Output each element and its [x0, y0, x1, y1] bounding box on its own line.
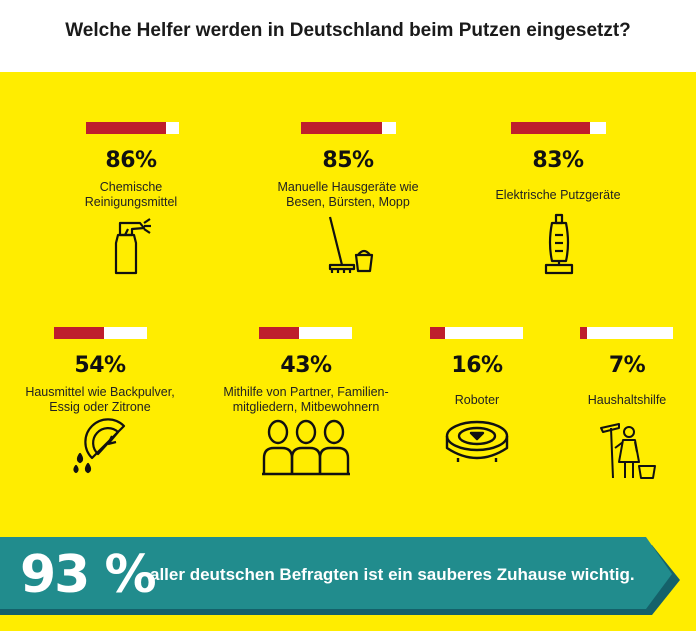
bar-fill	[511, 122, 590, 134]
percentage-label: 86%	[105, 148, 157, 173]
category-label-line: Mithilfe von Partner, Familien-	[223, 385, 389, 399]
percentage-label: 43%	[280, 353, 332, 378]
percentage-label: 85%	[322, 148, 374, 173]
category-label-line: Essig oder Zitrone	[49, 400, 151, 414]
bar-fill	[259, 327, 299, 339]
bar-fill	[54, 327, 105, 339]
category-label-line: Hausmittel wie Backpulver,	[25, 385, 175, 399]
category-label-line: Roboter	[454, 393, 500, 407]
category-label-line: Manuelle Hausgeräte wie	[277, 180, 419, 194]
bar-track	[580, 327, 673, 339]
bar-track	[259, 327, 352, 339]
spray-bottle-icon	[106, 213, 156, 280]
summary-text: aller deutschen Befragten ist ein sauber…	[150, 565, 635, 584]
mop-bucket-icon	[320, 213, 376, 280]
category-label: Haushaltshilfe	[517, 393, 696, 408]
vacuum-cleaner-icon	[538, 213, 578, 282]
percentage-label: 16%	[451, 353, 503, 378]
housekeeper-icon	[595, 418, 659, 487]
people-group-icon	[260, 418, 352, 483]
band-shape	[0, 537, 672, 609]
bar-fill	[430, 327, 445, 339]
bar-fill	[580, 327, 587, 339]
category-label: Mithilfe von Partner, Familien-mitgliede…	[196, 385, 416, 415]
bar-track	[54, 327, 147, 339]
lemon-drops-icon	[70, 418, 130, 481]
category-label: Manuelle Hausgeräte wie Besen, Bürsten, M…	[238, 180, 458, 210]
bar-track	[430, 327, 523, 339]
category-label-line: Reinigungsmittel	[84, 195, 178, 209]
bar-track	[86, 122, 179, 134]
summary-band	[0, 537, 680, 615]
bar-track	[301, 122, 396, 134]
category-label-line: Haushaltshilfe	[587, 393, 667, 407]
category-label: Roboter	[367, 393, 587, 408]
category-label-line: Besen, Bürsten, Mopp	[286, 195, 410, 209]
page-title: Welche Helfer werden in Deutschland beim…	[65, 20, 631, 41]
bar-fill	[301, 122, 382, 134]
category-label: Elektrische Putzgeräte	[448, 188, 668, 203]
category-label: Chemische Reinigungsmittel	[21, 180, 241, 210]
bar-track	[511, 122, 606, 134]
bar-fill	[86, 122, 166, 134]
robot-vacuum-icon	[442, 418, 512, 473]
category-label-line: mitgliedern, Mitbewohnern	[232, 400, 380, 414]
percentage-label: 83%	[532, 148, 584, 173]
summary-percentage: 93 %	[20, 545, 157, 605]
category-label-line: Elektrische Putzgeräte	[495, 188, 621, 202]
category-label-line: Chemische	[99, 180, 163, 194]
percentage-label: 7%	[608, 353, 646, 378]
category-label: Hausmittel wie Backpulver, Essig oder Zit…	[0, 385, 210, 415]
percentage-label: 54%	[74, 353, 126, 378]
